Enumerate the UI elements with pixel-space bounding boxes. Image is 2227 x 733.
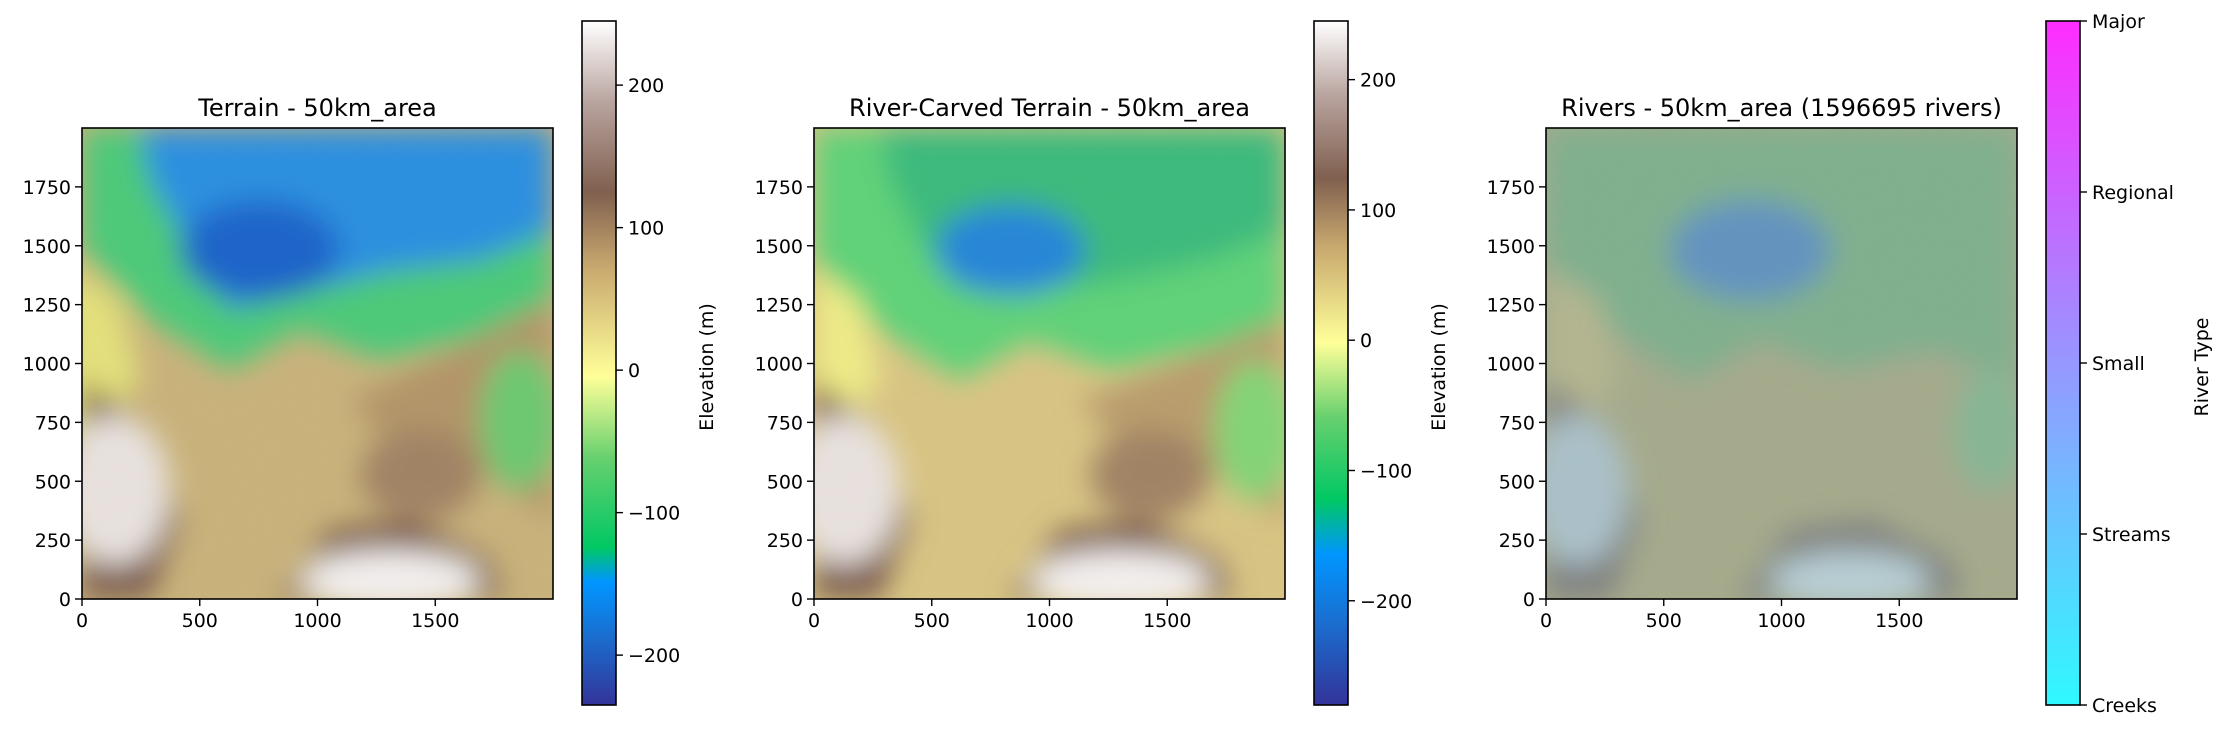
x-tick-label: 0 <box>1540 610 1552 632</box>
x-tick-label: 1500 <box>411 610 459 632</box>
colorbar-tick-label: Major <box>2092 11 2145 33</box>
colorbar <box>582 21 616 705</box>
colorbar-ticks: Creeks Streams Small Regional Major <box>2080 11 2174 717</box>
y-tick-label: 500 <box>1499 471 1535 493</box>
x-tick-label: 1500 <box>1875 610 1923 632</box>
terrain-heatmap <box>82 128 553 599</box>
panel-river-carved-terrain: River-Carved Terrain - 50km_area 0 500 100… <box>755 20 1450 706</box>
y-tick-label: 1000 <box>1487 354 1535 376</box>
colorbar-tick-label: 0 <box>1360 330 1372 352</box>
y-tick-label: 1250 <box>1487 295 1535 317</box>
colorbar <box>2046 21 2080 705</box>
y-tick-label: 1500 <box>23 236 71 258</box>
colorbar <box>1314 21 1348 705</box>
axes: 0 500 1000 1500 0 250 500 750 1000 1250 1500 1750 <box>755 177 1192 632</box>
colorbar-ticks: −200 −100 0 100 200 <box>616 75 680 667</box>
y-tick-label: 1500 <box>1487 236 1535 258</box>
y-tick-label: 1750 <box>1487 177 1535 199</box>
carved-terrain-heatmap <box>814 128 1285 599</box>
y-tick-label: 1000 <box>755 354 803 376</box>
y-tick-label: 0 <box>1523 589 1535 611</box>
colorbar-tick-label: Small <box>2092 353 2145 375</box>
y-tick-label: 1000 <box>23 354 71 376</box>
chart-title: Terrain - 50km_area <box>197 94 437 122</box>
colorbar-tick-label: Regional <box>2092 182 2174 204</box>
colorbar-tick-label: −200 <box>628 645 680 667</box>
colorbar-label: River Type <box>2191 318 2213 417</box>
axes: 0 500 1000 1500 0 250 500 750 1000 1250 1500 1750 <box>1487 177 1924 632</box>
y-tick-label: 1250 <box>23 295 71 317</box>
x-tick-label: 1500 <box>1143 610 1191 632</box>
x-tick-label: 1000 <box>1025 610 1073 632</box>
colorbar-tick-label: 0 <box>628 360 640 382</box>
rivers-heatmap <box>1546 128 2017 599</box>
y-tick-label: 750 <box>767 412 803 434</box>
x-tick-label: 500 <box>1646 610 1682 632</box>
y-tick-label: 1500 <box>755 236 803 258</box>
x-tick-label: 1000 <box>293 610 341 632</box>
y-tick-label: 250 <box>35 530 71 552</box>
chart-title: Rivers - 50km_area (1596695 rivers) <box>1561 94 2002 122</box>
y-tick-label: 250 <box>767 530 803 552</box>
colorbar-tick-label: Streams <box>2092 524 2171 546</box>
y-tick-label: 500 <box>767 471 803 493</box>
chart-title: River-Carved Terrain - 50km_area <box>849 94 1250 122</box>
colorbar-frame <box>1313 20 1349 706</box>
x-tick-label: 1000 <box>1757 610 1805 632</box>
colorbar-tick-label: Creeks <box>2092 695 2157 717</box>
colorbar-ticks: −200 −100 0 100 200 <box>1348 70 1412 613</box>
x-tick-label: 0 <box>76 610 88 632</box>
y-tick-label: 0 <box>791 589 803 611</box>
colorbar-tick-label: 200 <box>628 75 664 97</box>
panel-terrain: Terrain - 50km_area 0 500 1000 150002505007… <box>23 20 718 706</box>
colorbar-tick-label: 100 <box>1360 200 1396 222</box>
colorbar-tick-label: −200 <box>1360 591 1412 613</box>
colorbar-tick-label: −100 <box>1360 460 1412 482</box>
colorbar-tick-label: −100 <box>628 503 680 525</box>
axes: 0 500 1000 1500 0 250 500 750 1000 1250 1500 1750 <box>23 177 460 632</box>
panel-rivers: Rivers - 50km_area (1596695 rivers) 0 500… <box>1487 11 2213 717</box>
y-tick-label: 1750 <box>755 177 803 199</box>
x-tick-label: 0 <box>808 610 820 632</box>
y-tick-label: 1250 <box>755 295 803 317</box>
y-tick-label: 750 <box>35 412 71 434</box>
colorbar-tick-label: 200 <box>1360 70 1396 92</box>
y-tick-label: 250 <box>1499 530 1535 552</box>
x-tick-label: 500 <box>914 610 950 632</box>
colorbar-frame <box>581 20 617 706</box>
y-tick-label: 0 <box>59 589 71 611</box>
colorbar-tick-label: 100 <box>628 218 664 240</box>
x-tick-label: 500 <box>182 610 218 632</box>
colorbar-label: Elevation (m) <box>696 303 718 431</box>
y-tick-label: 1750 <box>23 177 71 199</box>
y-tick-label: 500 <box>35 471 71 493</box>
colorbar-label: Elevation (m) <box>1428 303 1450 431</box>
y-tick-label: 750 <box>1499 412 1535 434</box>
